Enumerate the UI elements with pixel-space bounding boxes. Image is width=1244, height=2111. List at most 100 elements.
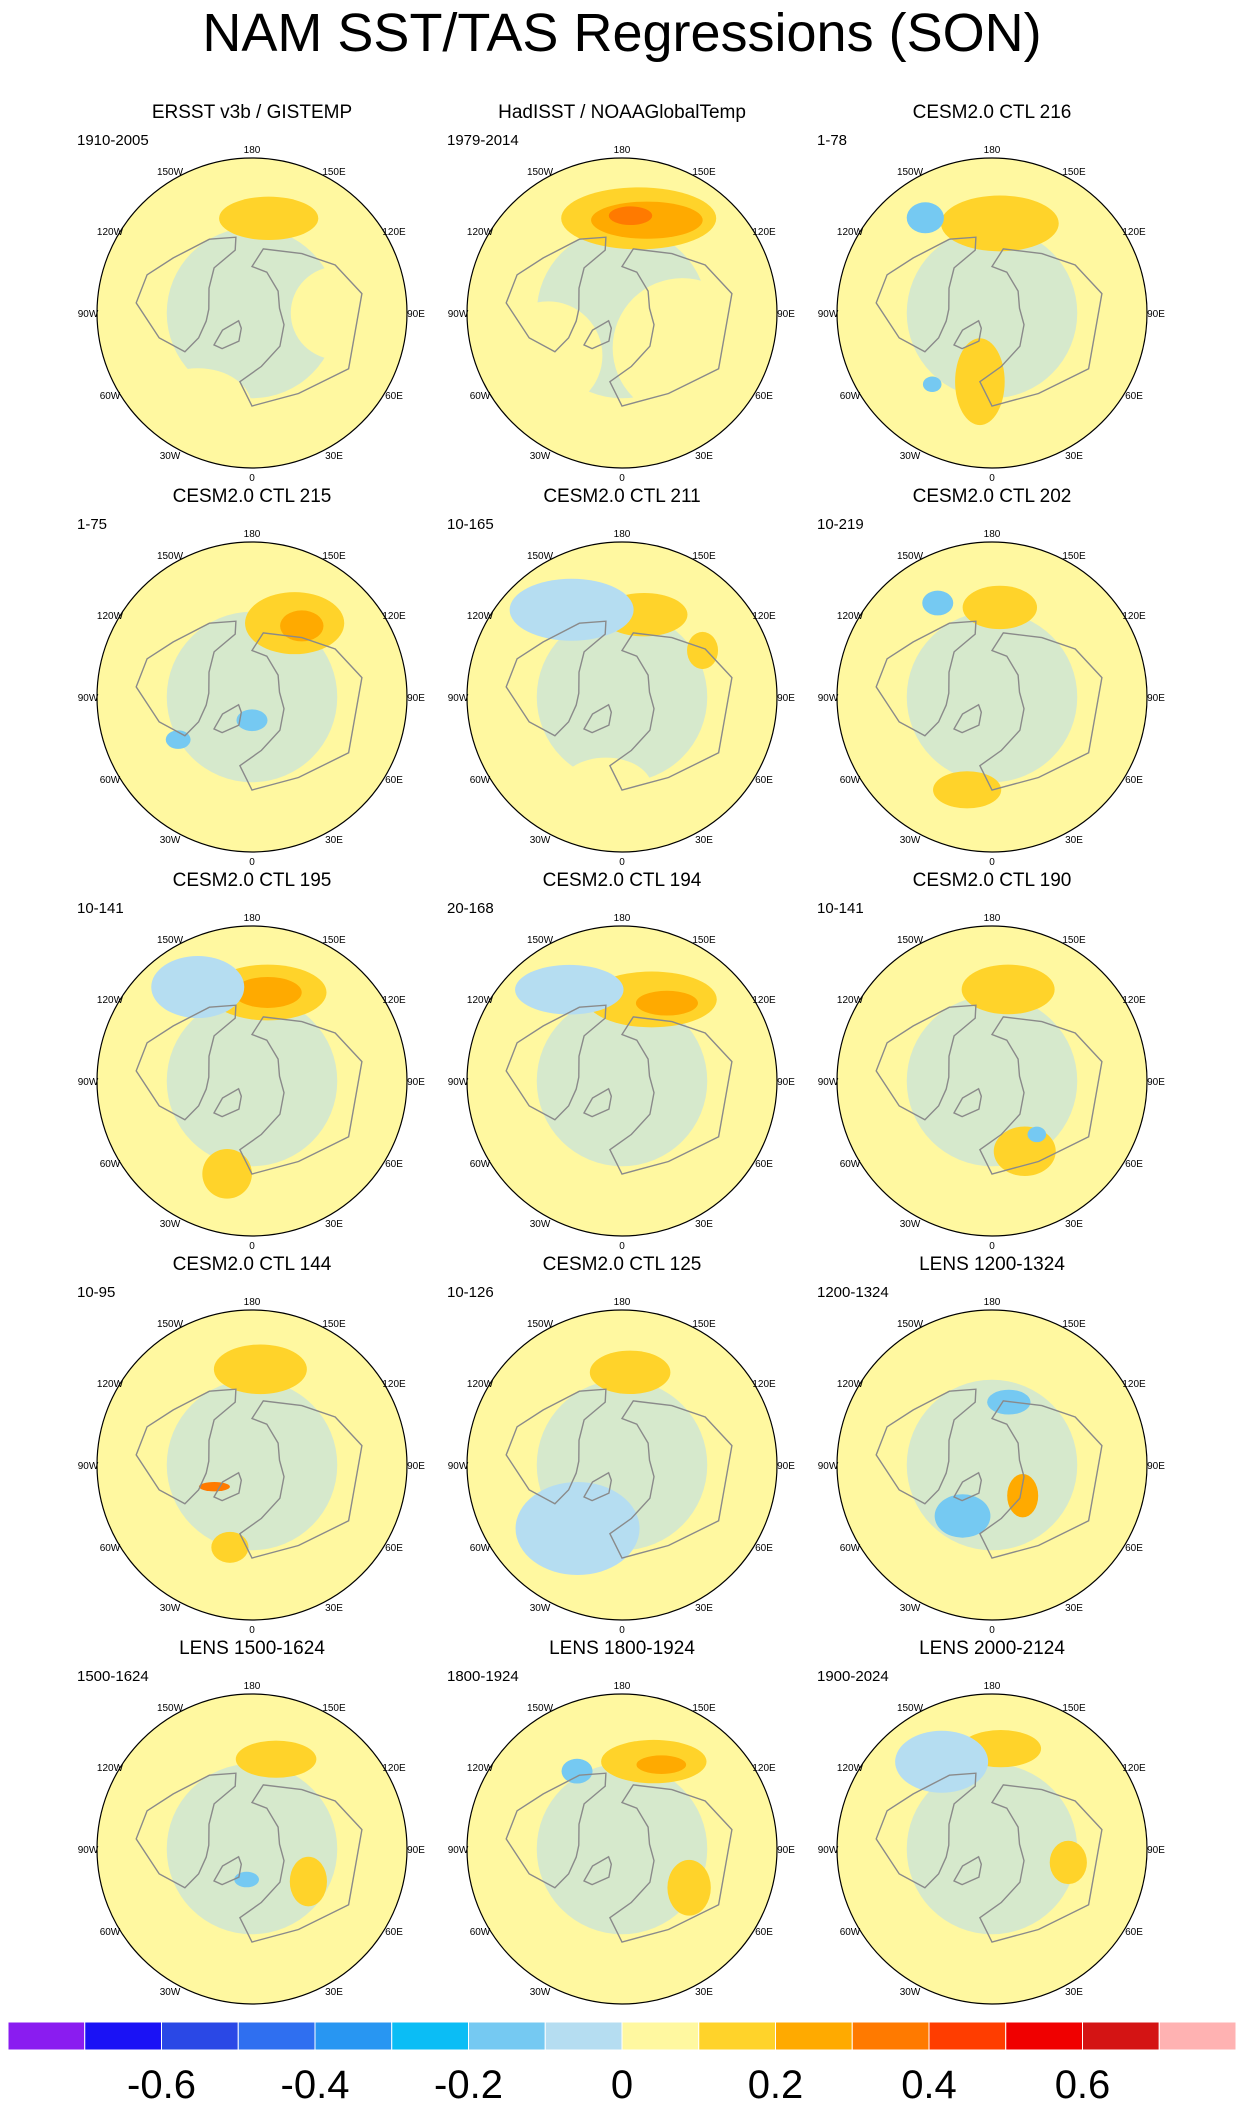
longitude-label: 30E bbox=[1065, 451, 1083, 462]
longitude-label: 30W bbox=[900, 1219, 921, 1230]
coastline bbox=[583, 1471, 613, 1502]
anomaly-contour bbox=[922, 590, 954, 616]
anomaly-contour bbox=[961, 964, 1055, 1015]
panel-title: CESM2.0 CTL 215 bbox=[173, 486, 332, 507]
neutral-region bbox=[906, 611, 1078, 783]
anomaly-contour bbox=[234, 1871, 260, 1888]
longitude-label: 150E bbox=[1062, 1703, 1086, 1714]
anomaly-contour bbox=[213, 1344, 307, 1395]
anomaly-contour bbox=[934, 1494, 991, 1538]
colorbar-swatch bbox=[237, 2021, 316, 2051]
anomaly-contour bbox=[895, 1730, 989, 1793]
colorbar-swatch bbox=[621, 2021, 700, 2051]
panel-title: LENS 1500-1624 bbox=[179, 1638, 325, 1659]
longitude-label: 180 bbox=[984, 529, 1001, 540]
map-panel: CESM2.0 CTL 190 10-141 180 150E 120E 90E 60E 30… bbox=[817, 870, 1165, 1252]
colorbar-swatch bbox=[928, 2021, 1007, 2051]
longitude-label: 120E bbox=[382, 1379, 406, 1390]
panel-title: CESM2.0 CTL 144 bbox=[173, 1254, 332, 1275]
anomaly-contour bbox=[211, 1531, 249, 1563]
longitude-label: 120E bbox=[1122, 611, 1146, 622]
longitude-label: 60W bbox=[840, 391, 861, 402]
longitude-label: 30E bbox=[695, 835, 713, 846]
anomaly-contour bbox=[493, 301, 603, 410]
map-panel: CESM2.0 CTL 125 10-126 180 150E 120E 90E 60E 30… bbox=[447, 1254, 795, 1636]
longitude-label: 60E bbox=[385, 1159, 403, 1170]
panel-period: 10-219 bbox=[817, 516, 864, 533]
map-boundary bbox=[466, 925, 778, 1237]
anomaly-contour bbox=[559, 757, 653, 820]
neutral-region bbox=[166, 611, 338, 783]
coastline bbox=[213, 1087, 243, 1118]
longitude-label: 150E bbox=[692, 935, 716, 946]
neutral-region bbox=[906, 227, 1078, 399]
coastline bbox=[979, 1400, 1103, 1559]
longitude-label: 90W bbox=[818, 1461, 839, 1472]
longitude-label: 30W bbox=[900, 1603, 921, 1614]
anomaly-contour bbox=[1027, 1126, 1047, 1143]
anomaly-contour bbox=[198, 1482, 230, 1492]
panel-period: 20-168 bbox=[447, 900, 494, 917]
longitude-label: 30W bbox=[160, 835, 181, 846]
longitude-label: 0 bbox=[249, 1241, 255, 1252]
longitude-label: 150W bbox=[897, 1319, 924, 1330]
longitude-label: 60W bbox=[840, 1543, 861, 1554]
coastline bbox=[609, 1400, 733, 1559]
anomaly-contour bbox=[509, 578, 634, 641]
map-field bbox=[837, 1310, 1147, 1620]
anomaly-contour bbox=[151, 956, 245, 1019]
longitude-label: 60W bbox=[840, 775, 861, 786]
anomaly-contour bbox=[906, 202, 944, 234]
coastline bbox=[135, 236, 237, 353]
map-field bbox=[467, 542, 777, 852]
map-field bbox=[97, 1694, 407, 2004]
map-panel: CESM2.0 CTL 194 20-168 180 150E 120E 90E 60E 30… bbox=[447, 870, 795, 1252]
longitude-label: 90E bbox=[777, 1077, 795, 1088]
coastline bbox=[979, 248, 1103, 407]
longitude-label: 150E bbox=[692, 551, 716, 562]
longitude-label: 60W bbox=[840, 1927, 861, 1938]
longitude-label: 90W bbox=[818, 309, 839, 320]
anomaly-contour bbox=[612, 278, 753, 418]
coastline bbox=[213, 703, 243, 734]
anomaly-contour bbox=[236, 709, 268, 732]
coastline bbox=[239, 632, 363, 791]
panel-title: LENS 1200-1324 bbox=[919, 1254, 1065, 1275]
longitude-label: 120W bbox=[97, 611, 124, 622]
longitude-label: 0 bbox=[619, 1625, 625, 1636]
longitude-label: 60E bbox=[1125, 391, 1143, 402]
longitude-label: 120E bbox=[752, 227, 776, 238]
panel-period: 1900-2024 bbox=[817, 1668, 889, 1685]
longitude-label: 30W bbox=[900, 1987, 921, 1998]
map-field bbox=[837, 158, 1147, 468]
panel-title: CESM2.0 CTL 211 bbox=[543, 486, 700, 507]
longitude-label: 60E bbox=[755, 391, 773, 402]
longitude-label: 30E bbox=[695, 1987, 713, 1998]
coastline bbox=[609, 632, 733, 791]
map-panel: LENS 1500-1624 1500-1624 180 150E 120E 90E 60E… bbox=[77, 1638, 425, 2010]
coastline bbox=[213, 319, 243, 350]
colorbar-tick-label: -0.6 bbox=[127, 2063, 196, 2106]
longitude-label: 150W bbox=[897, 551, 924, 562]
longitude-label: 120E bbox=[382, 1763, 406, 1774]
panel-period: 1979-2014 bbox=[447, 132, 519, 149]
longitude-label: 120W bbox=[467, 995, 494, 1006]
longitude-label: 180 bbox=[244, 529, 261, 540]
coastline bbox=[505, 1772, 607, 1889]
map-panel: CESM2.0 CTL 215 1-75 180 150E 120E 90E 60E 30E 0… bbox=[77, 486, 425, 868]
longitude-label: 150E bbox=[692, 1703, 716, 1714]
longitude-label: 150W bbox=[527, 551, 554, 562]
longitude-label: 180 bbox=[984, 1681, 1001, 1692]
longitude-label: 60E bbox=[385, 391, 403, 402]
longitude-label: 120E bbox=[752, 995, 776, 1006]
map-boundary bbox=[96, 541, 408, 853]
longitude-label: 0 bbox=[989, 2009, 995, 2010]
longitude-label: 90W bbox=[78, 693, 99, 704]
neutral-region bbox=[906, 995, 1078, 1167]
longitude-label: 0 bbox=[619, 473, 625, 484]
longitude-label: 120E bbox=[382, 611, 406, 622]
longitude-label: 60W bbox=[100, 391, 121, 402]
longitude-label: 0 bbox=[249, 857, 255, 868]
longitude-label: 60W bbox=[100, 1543, 121, 1554]
